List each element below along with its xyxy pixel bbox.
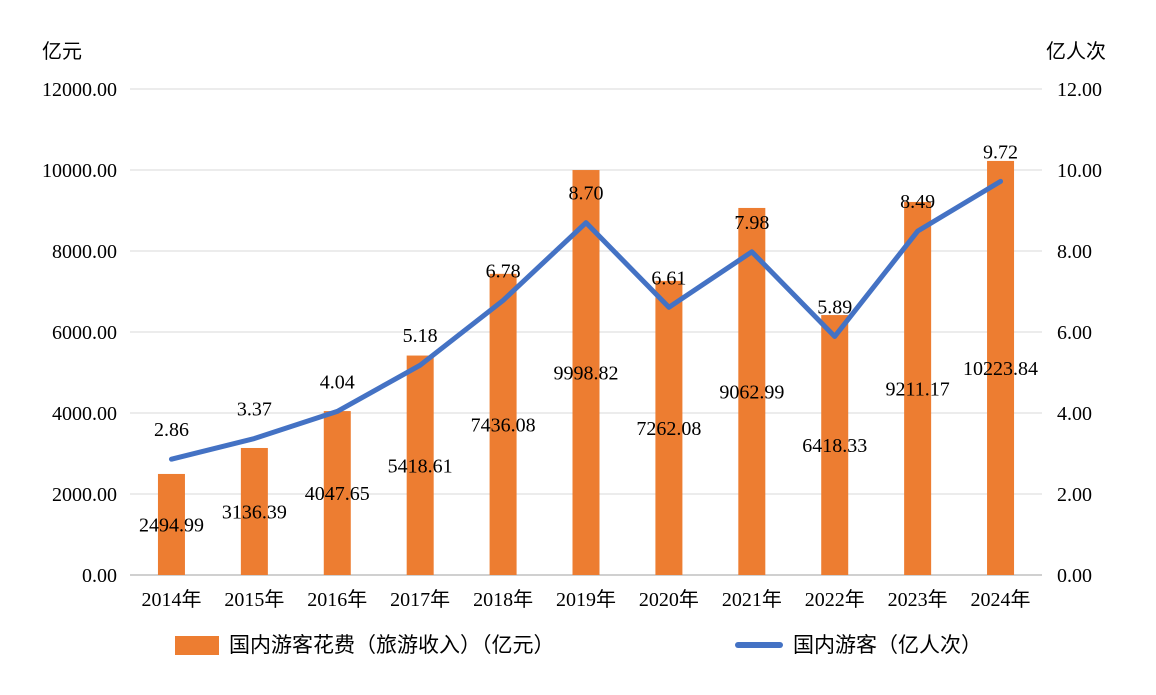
bar-data-label: 3136.39 bbox=[222, 501, 287, 523]
x-axis-label: 2021年 bbox=[722, 588, 782, 611]
x-axis-label: 2014年 bbox=[141, 588, 201, 611]
right-axis-tick-label: 10.00 bbox=[1057, 160, 1102, 182]
line-data-label: 9.72 bbox=[983, 141, 1018, 163]
bar-2024年 bbox=[987, 160, 1015, 575]
left-axis-tick-label: 0.00 bbox=[82, 565, 117, 587]
line-data-label: 5.89 bbox=[817, 296, 852, 318]
line-data-label: 6.78 bbox=[486, 260, 521, 282]
right-axis-tick-label: 2.00 bbox=[1057, 484, 1092, 506]
line-data-label: 4.04 bbox=[320, 371, 355, 393]
line-data-label: 8.70 bbox=[569, 183, 604, 205]
bar-2015年 bbox=[240, 447, 268, 575]
bar-2014年 bbox=[157, 473, 185, 575]
line-data-label: 5.18 bbox=[403, 325, 438, 347]
line-data-label: 8.49 bbox=[900, 191, 935, 213]
legend-item-line-series: 国内游客（亿人次） bbox=[735, 630, 982, 660]
right-axis-tick-label: 8.00 bbox=[1057, 241, 1092, 263]
left-axis-tick-label: 10000.00 bbox=[42, 160, 117, 182]
right-axis-title: 亿人次 bbox=[1046, 40, 1106, 63]
line-data-label: 2.86 bbox=[154, 419, 189, 441]
x-axis-label: 2018年 bbox=[473, 588, 533, 611]
left-axis-tick-label: 12000.00 bbox=[42, 79, 117, 101]
x-axis-label: 2017年 bbox=[390, 588, 450, 611]
bar-data-label: 9998.82 bbox=[554, 363, 619, 385]
bar-2023年 bbox=[904, 201, 932, 575]
combo-chart-svg: 0.00 0.00 2000.00 2.00 4000.00 4.00 6000.00 6.0… bbox=[42, 40, 1106, 611]
x-axis-label: 2019年 bbox=[556, 588, 616, 611]
x-axis-label: 2022年 bbox=[805, 588, 865, 611]
bar-2021年 bbox=[738, 207, 766, 575]
x-axis-label: 2015年 bbox=[224, 588, 284, 611]
line-series bbox=[168, 178, 1004, 462]
left-axis-tick-label: 4000.00 bbox=[52, 403, 117, 425]
line-data-label: 6.61 bbox=[651, 267, 686, 289]
bar-data-label: 9062.99 bbox=[719, 381, 784, 403]
x-axis-label: 2024年 bbox=[971, 588, 1031, 611]
x-axis-label: 2016年 bbox=[307, 588, 367, 611]
left-axis-title: 亿元 bbox=[42, 40, 82, 63]
line-series-legend-label: 国内游客（亿人次） bbox=[793, 633, 982, 657]
left-axis-tick-label: 2000.00 bbox=[52, 484, 117, 506]
bar-2019年 bbox=[572, 170, 600, 575]
bar-data-label: 5418.61 bbox=[388, 455, 453, 477]
chart-legend: 国内游客花费（旅游收入）（亿元） 国内游客（亿人次） bbox=[0, 630, 1156, 660]
bar-data-label: 7436.08 bbox=[471, 414, 536, 436]
bar-data-label: 10223.84 bbox=[963, 358, 1038, 380]
bar-2018年 bbox=[489, 273, 517, 575]
bar-2016年 bbox=[323, 411, 351, 575]
x-axis-label: 2023年 bbox=[888, 588, 948, 611]
bar-data-label: 7262.08 bbox=[636, 418, 701, 440]
x-axis-label: 2020年 bbox=[639, 588, 699, 611]
bar-series-swatch-icon bbox=[175, 635, 219, 655]
bar-data-label: 9211.17 bbox=[886, 378, 950, 400]
bar-2022年 bbox=[821, 315, 849, 575]
right-axis-tick-label: 12.00 bbox=[1057, 79, 1102, 101]
bar-2017年 bbox=[406, 355, 434, 575]
right-axis-tick-label: 0.00 bbox=[1057, 565, 1092, 587]
bar-data-label: 4047.65 bbox=[305, 483, 370, 505]
line-data-label: 7.98 bbox=[734, 212, 769, 234]
right-axis-tick-label: 4.00 bbox=[1057, 403, 1092, 425]
line-series-swatch-icon bbox=[735, 642, 783, 648]
left-axis-tick-label: 6000.00 bbox=[52, 322, 117, 344]
right-axis-tick-label: 6.00 bbox=[1057, 322, 1092, 344]
bar-2020年 bbox=[655, 280, 683, 575]
bar-data-label: 2494.99 bbox=[139, 514, 204, 536]
bar-series-legend-label: 国内游客花费（旅游收入）（亿元） bbox=[229, 633, 555, 657]
bar-data-label: 6418.33 bbox=[802, 435, 867, 457]
line-data-label: 3.37 bbox=[237, 399, 272, 421]
legend-item-bar-series: 国内游客花费（旅游收入）（亿元） bbox=[175, 630, 555, 660]
left-axis-tick-label: 8000.00 bbox=[52, 241, 117, 263]
